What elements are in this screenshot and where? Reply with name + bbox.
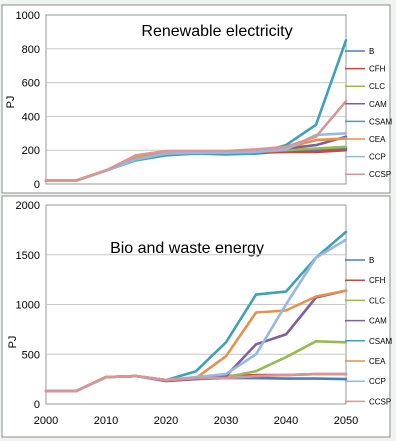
- chart-1-legend-label-ccp: CCP: [369, 153, 386, 162]
- chart-2-y-tick-label: 1500: [16, 250, 40, 262]
- chart-2-x-tick-label: 2030: [214, 415, 238, 427]
- chart-2-y-tick-label: 1000: [16, 300, 40, 312]
- chart-2-legend-label-b: B: [369, 256, 374, 265]
- chart-bio-and-waste-energy: Bio and waste energy PJ 0 500 1000 1500 2000…: [7, 200, 392, 427]
- chart-1-legend-label-b: B: [369, 47, 374, 56]
- chart-2-legend-label-cea: CEA: [369, 357, 386, 366]
- chart-1-legend-label-cam: CAM: [369, 100, 387, 109]
- chart-1-y-tick-label: 200: [22, 145, 40, 157]
- chart-2-x-tick-label: 2010: [94, 415, 118, 427]
- chart-1-legend-label-clc: CLC: [369, 82, 385, 91]
- chart-2-x-tick-label: 2000: [34, 415, 58, 427]
- chart-1-y-tick-label: 600: [22, 78, 40, 90]
- chart-2-legend-label-ccsp: CCSP: [369, 397, 391, 406]
- chart-2-y-tick-label: 2000: [16, 200, 40, 212]
- chart-2-title: Bio and waste energy: [110, 240, 264, 257]
- chart-2-y-axis-title: PJ: [7, 336, 19, 349]
- chart-2-x-tick-label: 2020: [154, 415, 178, 427]
- chart-1-legend-label-csam: CSAM: [369, 117, 392, 126]
- chart-2-legend-label-ccp: CCP: [369, 377, 386, 386]
- chart-2-series-line-ccsp: [44, 372, 348, 393]
- chart-1-legend-label-ccsp: CCSP: [369, 170, 391, 179]
- chart-1-y-tick-label: 800: [22, 44, 40, 56]
- chart-2-legend-label-cam: CAM: [369, 317, 387, 326]
- chart-2-y-tick-label: 500: [22, 349, 40, 361]
- chart-1-y-tick-label: 400: [22, 111, 40, 123]
- chart-1-y-tick-label: 1000: [16, 10, 40, 22]
- chart-1-title: Renewable electricity: [141, 23, 292, 40]
- chart-2-legend-label-csam: CSAM: [369, 337, 392, 346]
- chart-2-frame: [1, 195, 391, 438]
- chart-1-y-tick-label: 0: [34, 179, 40, 191]
- chart-2-x-tick-label: 2040: [274, 415, 298, 427]
- chart-1-series-line-ccsp: [44, 99, 348, 182]
- chart-1-legend-label-cfh: CFH: [369, 65, 386, 74]
- chart-2-y-tick-label: 0: [34, 399, 40, 411]
- chart-2-legend-label-cfh: CFH: [369, 276, 386, 285]
- chart-1-plot-area: [45, 14, 347, 185]
- chart-1-legend-label-cea: CEA: [369, 135, 386, 144]
- chart-2-legend-label-clc: CLC: [369, 296, 385, 305]
- chart-2-x-tick-label: 2050: [334, 415, 358, 427]
- chart-1-y-axis-title: PJ: [5, 96, 17, 109]
